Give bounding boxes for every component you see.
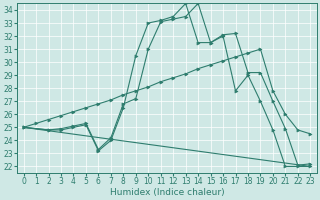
X-axis label: Humidex (Indice chaleur): Humidex (Indice chaleur) <box>110 188 224 197</box>
